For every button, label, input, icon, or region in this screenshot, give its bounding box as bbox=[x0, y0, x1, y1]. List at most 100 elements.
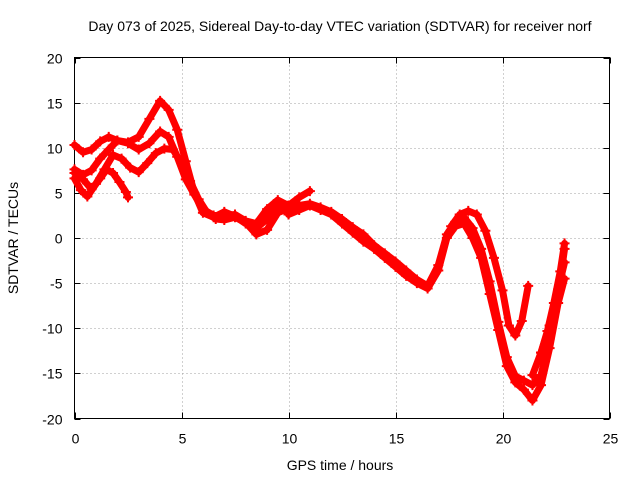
data-point bbox=[458, 218, 469, 229]
data-points bbox=[69, 95, 570, 406]
data-point bbox=[516, 316, 527, 327]
y-tick-label: -5 bbox=[50, 276, 63, 292]
data-point bbox=[123, 137, 133, 148]
data-point bbox=[467, 233, 478, 243]
data-point bbox=[548, 297, 559, 308]
data-point bbox=[510, 377, 521, 388]
x-tick-label: 5 bbox=[179, 431, 187, 447]
data-point bbox=[433, 265, 444, 276]
data-point bbox=[294, 192, 305, 203]
data-point bbox=[527, 395, 538, 406]
y-tick-label: 20 bbox=[47, 51, 63, 67]
data-point bbox=[463, 205, 474, 216]
x-tick-label: 25 bbox=[603, 431, 619, 447]
data-point bbox=[493, 325, 504, 336]
data-point bbox=[108, 149, 119, 160]
data-point bbox=[446, 221, 457, 232]
data-point bbox=[69, 168, 80, 179]
data-point bbox=[114, 177, 125, 188]
data-point bbox=[555, 266, 566, 277]
data-point bbox=[159, 143, 170, 154]
data-point bbox=[315, 205, 326, 216]
y-tick-label: 5 bbox=[55, 186, 63, 202]
data-point bbox=[78, 147, 89, 158]
x-axis-label: GPS time / hours bbox=[287, 457, 394, 473]
y-tick-label: 10 bbox=[47, 141, 63, 157]
data-point bbox=[133, 167, 144, 178]
data-point bbox=[101, 164, 112, 175]
data-point bbox=[523, 280, 534, 291]
data-point bbox=[454, 209, 465, 220]
data-point bbox=[210, 214, 221, 225]
data-point bbox=[144, 138, 155, 149]
data-point bbox=[536, 347, 547, 358]
data-point bbox=[125, 162, 136, 173]
data-point bbox=[155, 126, 166, 137]
data-point bbox=[172, 124, 183, 135]
data-point bbox=[272, 199, 283, 210]
data-point bbox=[488, 252, 499, 263]
data-point bbox=[518, 375, 529, 386]
x-tick-label: 20 bbox=[496, 431, 512, 447]
data-point bbox=[103, 144, 114, 155]
data-point bbox=[133, 144, 144, 155]
data-point bbox=[422, 283, 433, 294]
data-point bbox=[294, 205, 305, 216]
data-point bbox=[95, 173, 106, 184]
data-point bbox=[480, 225, 491, 236]
data-point bbox=[133, 131, 144, 142]
data-point bbox=[272, 207, 283, 218]
data-point bbox=[503, 320, 514, 331]
data-point bbox=[86, 184, 97, 195]
data-point bbox=[86, 144, 97, 155]
data-point bbox=[163, 131, 174, 142]
axis-ticks bbox=[74, 57, 611, 420]
data-point bbox=[411, 278, 422, 289]
y-axis-tick-labels: -20 -15 -10 -5 0 5 10 15 20 bbox=[42, 51, 62, 428]
data-point bbox=[304, 186, 315, 197]
series-track-7 bbox=[446, 205, 534, 341]
data-point bbox=[476, 252, 487, 263]
data-point bbox=[262, 204, 273, 215]
data-point bbox=[95, 136, 106, 147]
data-point bbox=[527, 380, 538, 391]
data-point bbox=[150, 148, 161, 159]
data-point bbox=[501, 361, 512, 372]
y-tick-label: 15 bbox=[47, 96, 63, 112]
y-tick-label: -20 bbox=[42, 412, 62, 428]
data-point bbox=[542, 325, 553, 336]
data-point bbox=[123, 192, 133, 203]
data-point bbox=[251, 229, 262, 240]
data-point bbox=[283, 209, 294, 220]
data-point bbox=[82, 191, 93, 202]
series-track-4 bbox=[69, 164, 133, 203]
x-tick-label: 15 bbox=[389, 431, 405, 447]
data-point bbox=[510, 330, 521, 341]
data-point bbox=[518, 384, 529, 395]
data-point bbox=[75, 185, 86, 196]
data-point bbox=[163, 104, 174, 115]
data-point bbox=[379, 252, 390, 263]
series-trace bbox=[285, 202, 569, 404]
data-point bbox=[142, 158, 153, 169]
data-point bbox=[219, 206, 230, 217]
data-point bbox=[103, 131, 114, 142]
data-point bbox=[86, 165, 97, 176]
series-track-6 bbox=[283, 200, 570, 406]
data-point bbox=[347, 227, 358, 238]
data-point bbox=[112, 135, 123, 146]
data-point bbox=[441, 233, 452, 243]
data-point bbox=[559, 238, 570, 249]
data-point bbox=[536, 380, 547, 391]
data-point bbox=[326, 209, 337, 220]
data-point bbox=[390, 261, 401, 272]
data-point bbox=[544, 343, 555, 354]
data-point bbox=[167, 144, 178, 155]
y-tick-label: 0 bbox=[55, 231, 63, 247]
data-point bbox=[527, 370, 538, 381]
data-point bbox=[95, 153, 106, 164]
x-tick-label: 10 bbox=[282, 431, 298, 447]
data-point bbox=[120, 186, 131, 197]
data-point bbox=[116, 153, 127, 164]
